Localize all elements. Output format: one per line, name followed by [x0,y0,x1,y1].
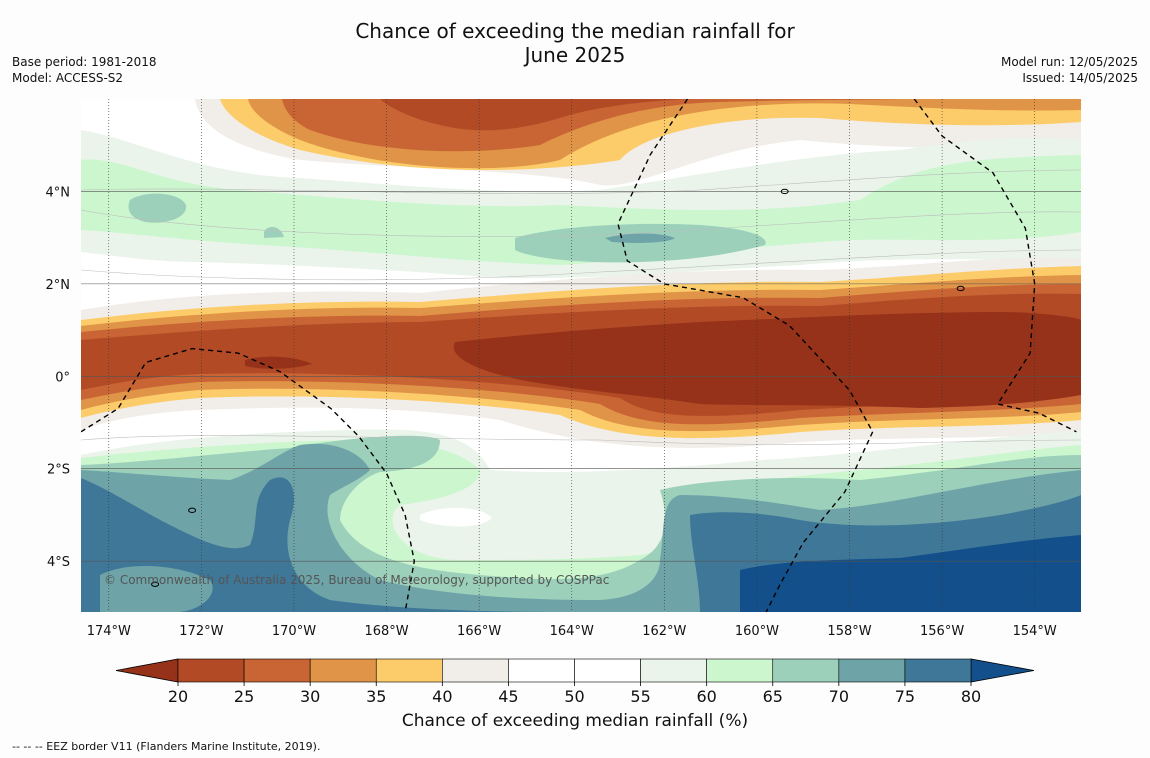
title-line-2: June 2025 [524,43,626,67]
colorbar-segment [772,658,840,683]
colorbar-segment [640,658,707,683]
north-band-20 [380,99,690,131]
colorbar-tick-label: 80 [961,687,981,706]
colorbar-segment [706,658,774,683]
issued-text: Issued: 14/05/2025 [1022,71,1138,85]
lat-tick-label: 0° [55,370,70,385]
colorbar: 20 25 30 35 40 45 50 55 60 65 70 75 80 [115,658,1035,706]
south-pocket-70-left [100,565,213,612]
colorbar-label: Chance of exceeding median rainfall (%) [402,711,748,731]
lon-tick-label: 156°W [920,624,964,639]
north-green-70 [605,233,675,243]
colorbar-segment [177,658,245,683]
metadata-left: Base period: 1981-2018 Model: ACCESS-S2 [12,54,157,86]
lon-tick-label: 172°W [179,624,223,639]
axis-tick-labels: 174°W 172°W 170°W 168°W 166°W 164°W 162°W 160°W… [46,185,1057,639]
colorbar-segment [904,658,972,683]
island-outline [956,285,965,292]
north-green-60 [81,155,1081,265]
island-outline [188,507,197,514]
colorbar-under-extension [115,658,179,683]
colorbar-tick-label: 40 [432,687,452,706]
island-outline [151,581,160,587]
island-outline [780,188,789,195]
lon-tick-label: 162°W [642,624,686,639]
colorbar-tick-label: 65 [763,687,783,706]
map-gridlines [81,99,1081,612]
north-green-65a [128,193,187,223]
eez-borders [81,99,1077,612]
metadata-right: Model run: 12/05/2025 Issued: 14/05/2025 [1001,54,1138,86]
colorbar-segment [574,658,641,683]
base-period-text: Base period: 1981-2018 [12,55,157,69]
colorbar-tick-label: 30 [300,687,320,706]
lon-tick-label: 154°W [1013,624,1057,639]
lon-tick-label: 174°W [87,624,131,639]
lat-tick-label: 4°S [47,555,70,570]
colorbar-over-extension [970,658,1035,683]
north-green-65b [515,223,766,263]
lon-tick-label: 166°W [457,624,501,639]
lat-tick-label: 2°S [47,463,70,478]
lon-tick-label: 170°W [272,624,316,639]
eez-footnote: -- -- -- EEZ border V11 (Flanders Marine… [12,740,321,753]
colorbar-segment [375,658,443,683]
map-area: © Commonwealth of Australia 2025, Bureau… [81,99,1081,612]
colorbar-tick-label: 60 [696,687,716,706]
colorbar-segment [508,658,575,683]
south-band-80 [740,535,1081,612]
colorbar-tick-label: 25 [234,687,254,706]
lat-tick-label: 4°N [46,185,71,200]
colorbar-tick-label: 70 [829,687,849,706]
equator-band-20b [245,356,312,369]
lon-tick-label: 158°W [827,624,871,639]
south-white-pocket [420,507,492,527]
colorbar-tick-label: 75 [895,687,915,706]
eez-border-line [913,99,1077,433]
colorbar-segment [442,658,509,683]
colorbar-tick-label: 35 [366,687,386,706]
north-green-65c [264,226,284,238]
colorbar-tick-label: 20 [168,687,188,706]
lon-tick-label: 160°W [735,624,779,639]
colorbar-segment [838,658,906,683]
equator-band-20 [453,312,1081,408]
rainfall-map: © Commonwealth of Australia 2025, Bureau… [46,99,1081,731]
title-line-1: Chance of exceeding the median rainfall … [355,19,795,43]
lat-tick-label: 2°N [46,278,71,293]
model-run-text: Model run: 12/05/2025 [1000,55,1138,69]
model-text: Model: ACCESS-S2 [12,71,124,85]
colorbar-segment [243,658,311,683]
colorbar-tick-label: 45 [498,687,518,706]
copyright-text: © Commonwealth of Australia 2025, Bureau… [104,573,609,587]
colorbar-tick-label: 55 [630,687,650,706]
lon-tick-label: 164°W [550,624,594,639]
islands [151,188,965,587]
lon-tick-label: 168°W [364,624,408,639]
colorbar-segment [309,658,377,683]
colorbar-tick-label: 50 [564,687,584,706]
figure-title: Chance of exceeding the median rainfall … [0,19,1150,67]
